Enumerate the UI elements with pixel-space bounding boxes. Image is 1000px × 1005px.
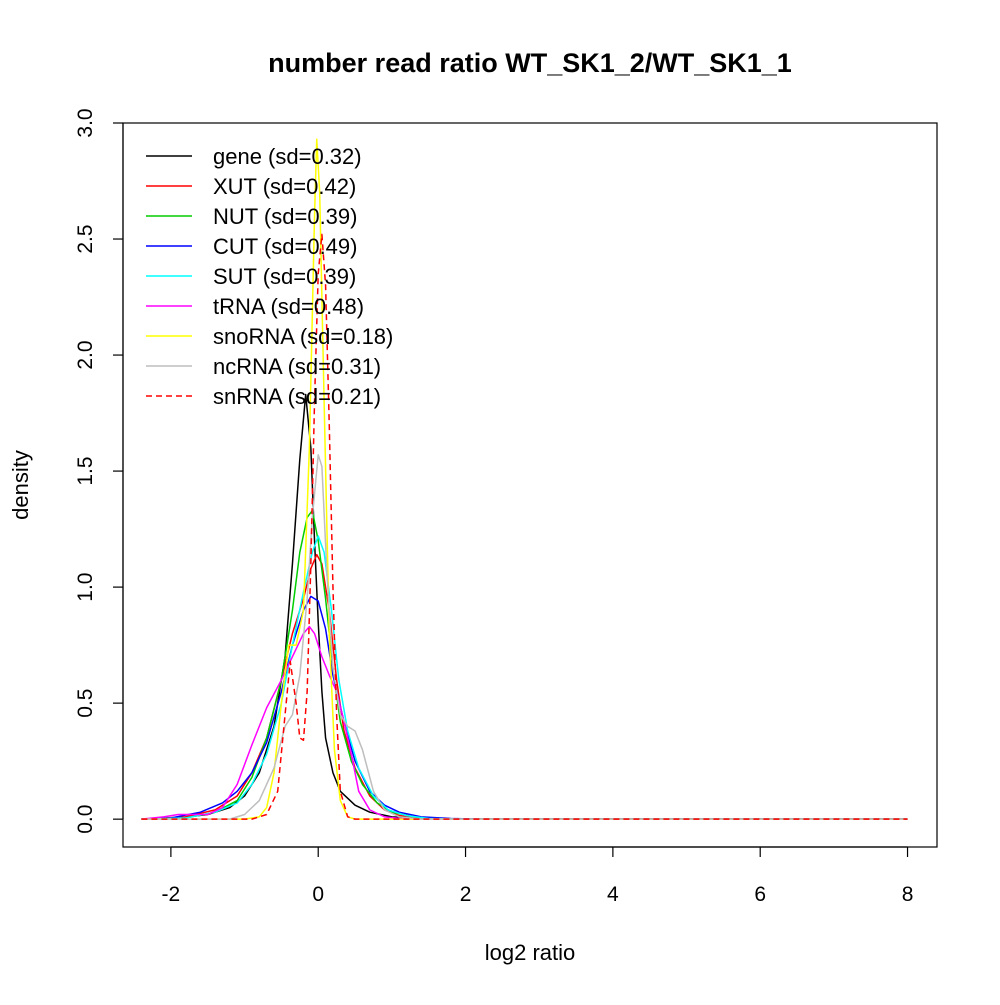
x-axis-label: log2 ratio	[485, 940, 576, 965]
legend-label: snRNA (sd=0.21)	[213, 384, 381, 409]
y-axis-label: density	[8, 450, 33, 520]
legend-label: NUT (sd=0.39)	[213, 204, 357, 229]
legend-label: SUT (sd=0.39)	[213, 264, 356, 289]
series-line-3	[141, 595, 908, 820]
series-line-5	[141, 625, 908, 820]
y-tick-label: 0.5	[74, 689, 97, 718]
legend-label: tRNA (sd=0.48)	[213, 294, 364, 319]
series-layer	[141, 138, 908, 820]
legend-label: CUT (sd=0.49)	[213, 234, 357, 259]
x-axis: -2 0 2 4 6 8	[162, 846, 914, 906]
x-tick-label: 8	[902, 883, 914, 906]
x-tick-label: -2	[162, 883, 181, 906]
legend-label: ncRNA (sd=0.31)	[213, 354, 381, 379]
series-line-1	[141, 553, 908, 820]
legend-label: XUT (sd=0.42)	[213, 174, 356, 199]
legend-label: snoRNA (sd=0.18)	[213, 324, 393, 349]
y-axis: 0.0 0.5 1.0 1.5 2.0 2.5 3.0	[74, 108, 124, 834]
series-line-4	[141, 535, 908, 820]
chart-title: number read ratio WT_SK1_2/WT_SK1_1	[268, 48, 792, 78]
x-tick-label: 0	[312, 883, 324, 906]
legend: gene (sd=0.32) XUT (sd=0.42) NUT (sd=0.39)…	[146, 144, 393, 409]
y-tick-label: 0.0	[74, 805, 97, 834]
series-line-0	[141, 393, 908, 820]
series-line-6	[141, 138, 908, 820]
series-line-7	[141, 454, 908, 820]
y-tick-label: 3.0	[74, 108, 97, 137]
series-line-8	[141, 233, 908, 820]
x-tick-label: 2	[460, 883, 472, 906]
y-tick-label: 2.5	[74, 224, 97, 253]
y-tick-label: 1.0	[74, 573, 97, 602]
y-tick-label: 2.0	[74, 340, 97, 369]
legend-label: gene (sd=0.32)	[213, 144, 362, 169]
x-tick-label: 6	[754, 883, 766, 906]
x-tick-label: 4	[607, 883, 619, 906]
y-tick-label: 1.5	[74, 456, 97, 485]
plot-frame	[122, 122, 938, 848]
series-line-2	[141, 509, 908, 820]
